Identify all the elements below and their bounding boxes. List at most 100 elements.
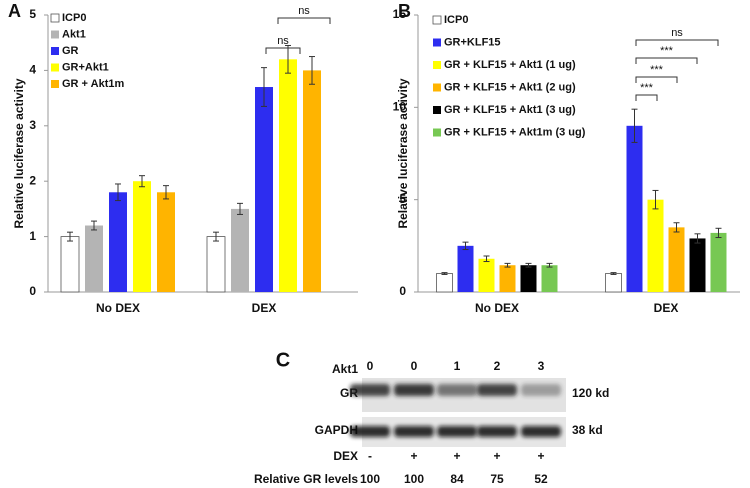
gapdh-band <box>394 426 434 437</box>
error-bar <box>504 262 511 268</box>
y-tick-label: 0 <box>399 284 406 298</box>
error-bar <box>441 272 448 275</box>
bar <box>689 238 706 292</box>
bar <box>60 236 80 293</box>
error-bar <box>139 175 145 188</box>
legend-label: GR+KLF15 <box>444 36 501 48</box>
error-bar <box>237 202 243 215</box>
legend-swatch <box>50 13 60 23</box>
blot-text: Akt1 <box>332 362 358 376</box>
significance-label: *** <box>650 64 664 76</box>
legend-swatch <box>51 80 59 88</box>
blot-text: 52 <box>534 472 548 486</box>
bar <box>279 59 297 292</box>
bar <box>303 70 321 293</box>
blot-text: 100 <box>404 472 424 486</box>
error-bar <box>67 231 73 242</box>
blot-text: 75 <box>490 472 504 486</box>
significance-label: ns <box>298 5 310 17</box>
y-tick-label: 1 <box>29 229 36 243</box>
x-tick-label: No DEX <box>96 301 140 315</box>
bar <box>478 258 495 292</box>
bar <box>436 273 453 293</box>
blot-text: 1 <box>454 359 461 373</box>
legend-label: ICP0 <box>444 14 468 26</box>
blot-text: - <box>368 449 372 463</box>
bar <box>85 225 103 292</box>
error-bar <box>163 185 169 200</box>
bar <box>133 181 151 292</box>
blot-text: + <box>410 449 417 463</box>
blot-text: 3 <box>538 359 545 373</box>
blot-text: Relative GR levels <box>254 472 358 486</box>
error-bar <box>91 220 97 231</box>
blot-text: + <box>537 449 544 463</box>
gr-band <box>394 384 434 396</box>
significance-bracket <box>635 39 719 46</box>
bar <box>647 199 664 292</box>
error-bar <box>715 227 722 239</box>
bar <box>255 87 273 293</box>
bar <box>499 265 516 292</box>
x-tick-label: DEX <box>654 301 679 315</box>
gr-band <box>437 384 477 396</box>
blot-text: 2 <box>494 359 501 373</box>
legend-label: GR + KLF15 + Akt1 (3 ug) <box>444 104 576 116</box>
significance-label: *** <box>660 45 674 57</box>
x-tick-label: DEX <box>252 301 277 315</box>
significance-label: *** <box>640 82 654 94</box>
bar <box>520 265 537 292</box>
significance-label: ns <box>277 35 289 47</box>
blot-text: + <box>453 449 460 463</box>
y-tick-label: 0 <box>29 284 36 298</box>
error-bar <box>462 241 469 251</box>
panel-label: B <box>398 1 411 21</box>
blot-text: DEX <box>333 449 358 463</box>
error-bar <box>546 262 553 268</box>
bar <box>109 192 127 292</box>
bar <box>541 265 558 292</box>
blot-text: C <box>276 349 290 371</box>
bar <box>668 227 685 292</box>
bar <box>157 192 175 292</box>
significance-bracket <box>277 17 331 24</box>
significance-label: ns <box>671 27 683 39</box>
y-tick-label: 5 <box>29 7 36 21</box>
error-bar <box>652 189 659 210</box>
bar <box>206 236 226 293</box>
error-bar <box>673 222 680 233</box>
legend-swatch <box>432 15 442 25</box>
panel-label: A <box>8 1 21 21</box>
legend-swatch <box>51 63 59 72</box>
y-tick-label: 5 <box>399 192 406 206</box>
y-tick-label: 3 <box>29 118 36 132</box>
blot-text: 0 <box>367 359 374 373</box>
blot-text: + <box>493 449 500 463</box>
error-bar <box>213 231 219 242</box>
gr-band <box>521 384 561 396</box>
error-bar <box>483 255 490 263</box>
legend-swatch <box>433 61 441 69</box>
blot-text: 0 <box>411 359 418 373</box>
bar <box>626 125 643 292</box>
bar <box>605 273 622 293</box>
error-bar <box>309 56 315 85</box>
legend-swatch <box>433 128 441 137</box>
legend-label: GR+Akt1 <box>62 61 109 73</box>
legend-swatch <box>433 38 441 47</box>
legend-label: Akt1 <box>62 28 86 40</box>
bar <box>231 208 249 292</box>
blot-text: 84 <box>450 472 464 486</box>
legend-label: GR <box>62 45 79 57</box>
error-bar <box>115 183 121 202</box>
error-bar <box>525 262 532 268</box>
error-bar <box>631 108 638 143</box>
legend-swatch <box>433 83 441 92</box>
significance-bracket <box>635 94 658 101</box>
error-bar <box>285 44 291 74</box>
blot-text: 120 kd <box>572 386 609 400</box>
y-tick-label: 15 <box>393 7 407 21</box>
significance-bracket <box>635 57 698 64</box>
significance-bracket <box>265 47 301 54</box>
gapdh-band <box>350 426 390 437</box>
